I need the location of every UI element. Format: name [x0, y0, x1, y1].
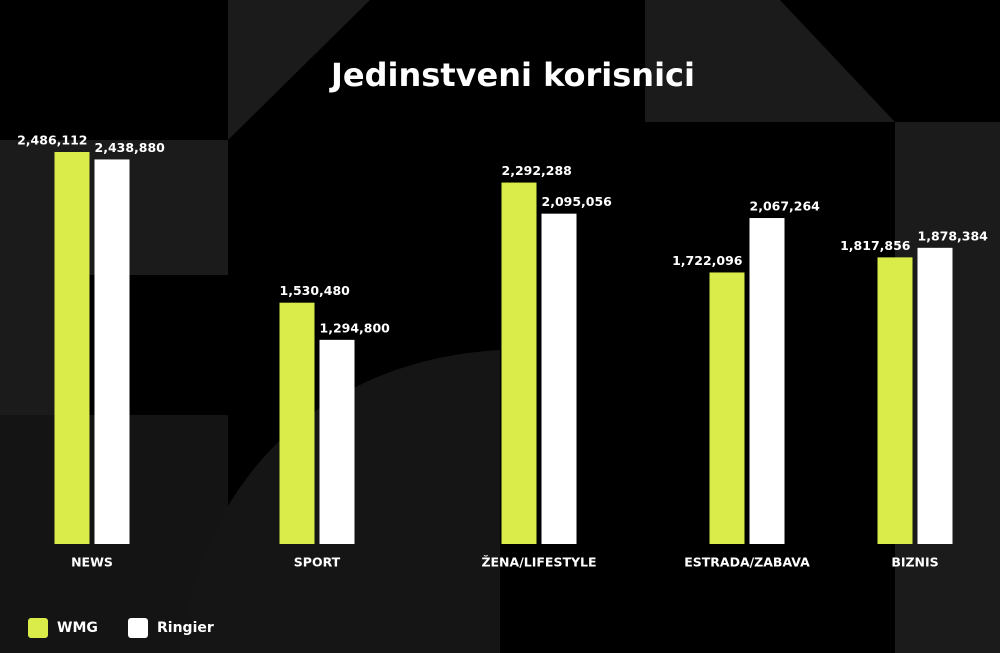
legend-label: Ringier: [157, 620, 214, 636]
data-label: 2,095,056: [542, 194, 613, 209]
chart-title: Jedinstveni korisnici: [329, 56, 695, 94]
bar: [54, 152, 90, 544]
legend-swatch: [28, 618, 48, 638]
bar: [709, 272, 745, 544]
x-tick-label: ESTRADA/ZABAVA: [684, 555, 810, 570]
x-tick-label: ŽENA/LIFESTYLE: [481, 555, 596, 570]
data-label: 2,067,264: [750, 199, 821, 214]
data-label: 1,530,480: [280, 283, 351, 298]
x-tick-label: NEWS: [71, 555, 113, 570]
x-tick-label: BIZNIS: [891, 555, 938, 570]
bar: [279, 302, 315, 544]
data-label: 2,438,880: [95, 140, 166, 155]
bar: [749, 218, 785, 545]
legend-label: WMG: [57, 620, 98, 636]
data-label: 1,817,856: [840, 238, 911, 253]
data-label: 1,294,800: [320, 320, 391, 335]
bar: [319, 339, 355, 544]
x-tick-label: SPORT: [294, 555, 341, 570]
data-label: 1,722,096: [672, 253, 743, 268]
data-label: 2,292,288: [502, 163, 572, 178]
data-label: 1,878,384: [918, 228, 989, 243]
data-label: 2,486,112: [17, 133, 87, 148]
legend-swatch: [128, 618, 148, 638]
bar: [541, 213, 577, 545]
bar: [501, 182, 537, 544]
bar: [917, 247, 953, 544]
bar: [877, 257, 913, 544]
bar: [94, 159, 130, 545]
